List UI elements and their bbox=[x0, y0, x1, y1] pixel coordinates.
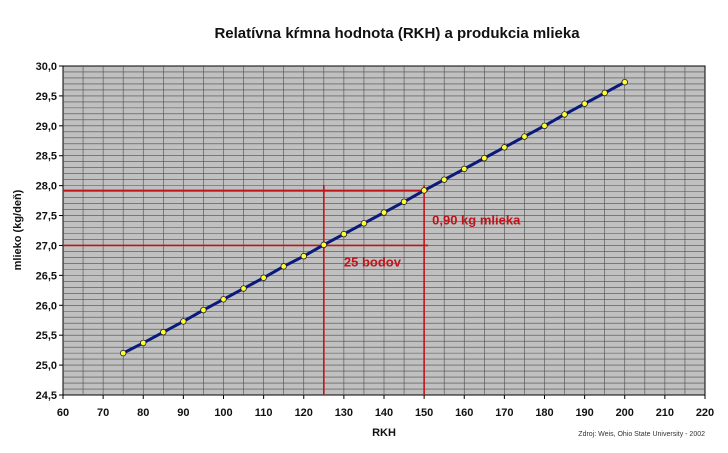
x-axis-ticks: 60 70 80 90 100 110 120 130 140 150 160 170 180 190 20… bbox=[57, 395, 714, 419]
reference-lines bbox=[63, 185, 429, 395]
x-tick-label: 100 bbox=[214, 407, 232, 419]
data-point bbox=[300, 253, 307, 260]
y-tick-label: 26,0 bbox=[36, 300, 57, 312]
x-tick-label: 120 bbox=[295, 407, 313, 419]
annotation-label: 0,90 kg mlieka bbox=[432, 213, 521, 228]
data-point bbox=[541, 122, 548, 130]
data-point bbox=[601, 89, 608, 97]
data-point bbox=[561, 111, 568, 118]
x-tick-label: 140 bbox=[375, 407, 393, 419]
x-tick-label: 210 bbox=[656, 407, 674, 419]
x-tick-label: 90 bbox=[177, 407, 189, 419]
y-tick-label: 28,0 bbox=[36, 181, 57, 193]
data-point bbox=[200, 306, 207, 314]
chart-title: Relatívna kŕmna hodnota (RKH) a produkci… bbox=[214, 25, 580, 42]
y-tick-label: 28,5 bbox=[36, 151, 57, 163]
data-point bbox=[260, 274, 267, 281]
x-tick-label: 180 bbox=[535, 407, 553, 419]
data-point bbox=[320, 241, 328, 249]
data-point bbox=[280, 263, 287, 270]
x-tick-label: 160 bbox=[455, 407, 473, 419]
x-tick-label: 190 bbox=[575, 407, 593, 419]
x-tick-label: 220 bbox=[696, 407, 714, 419]
source-note: Zdroj: Weis, Ohio State University - 200… bbox=[578, 431, 705, 438]
x-tick-label: 150 bbox=[415, 407, 433, 419]
grid bbox=[63, 66, 705, 395]
data-point bbox=[180, 318, 187, 325]
annotations: 0,90 kg mlieka 25 bodov bbox=[344, 213, 521, 270]
data-point bbox=[360, 220, 368, 227]
data-point bbox=[581, 100, 588, 107]
data-point bbox=[420, 187, 428, 194]
x-tick-label: 80 bbox=[137, 407, 149, 419]
y-tick-label: 26,5 bbox=[36, 270, 57, 282]
y-tick-label: 25,0 bbox=[36, 360, 57, 372]
y-tick-label: 27,5 bbox=[36, 211, 57, 223]
data-point bbox=[160, 328, 167, 336]
data-point bbox=[240, 285, 247, 292]
data-point bbox=[140, 339, 147, 347]
x-tick-label: 200 bbox=[616, 407, 634, 419]
y-axis-label: mlieko (kg/deň) bbox=[12, 189, 24, 270]
y-tick-label: 30,0 bbox=[36, 61, 57, 73]
x-axis-label: RKH bbox=[372, 427, 396, 439]
data-point bbox=[380, 209, 388, 216]
data-point bbox=[400, 198, 408, 205]
series-line bbox=[122, 80, 626, 355]
x-tick-label: 110 bbox=[255, 407, 273, 419]
x-tick-label: 70 bbox=[97, 407, 109, 419]
data-point bbox=[119, 349, 127, 357]
annotation-label: 25 bodov bbox=[344, 254, 402, 269]
y-tick-label: 27,0 bbox=[36, 240, 57, 252]
y-tick-label: 25,5 bbox=[36, 330, 57, 342]
y-tick-label: 24,5 bbox=[36, 390, 57, 402]
data-point bbox=[220, 296, 227, 303]
data-point bbox=[521, 133, 528, 140]
data-point bbox=[440, 176, 448, 183]
series-group bbox=[119, 78, 628, 357]
x-tick-label: 170 bbox=[495, 407, 513, 419]
data-point bbox=[340, 230, 348, 238]
y-tick-label: 29,5 bbox=[36, 91, 57, 103]
x-tick-label: 60 bbox=[57, 407, 69, 419]
data-point bbox=[481, 154, 488, 162]
x-tick-label: 130 bbox=[335, 407, 353, 419]
data-point bbox=[621, 78, 628, 86]
data-point bbox=[501, 144, 508, 151]
y-tick-label: 29,0 bbox=[36, 121, 57, 133]
data-point bbox=[461, 165, 468, 173]
y-axis-ticks: 24,5 25,0 25,5 26,0 26,5 27,0 27,5 28,0 28,5 29,0… bbox=[36, 61, 63, 402]
